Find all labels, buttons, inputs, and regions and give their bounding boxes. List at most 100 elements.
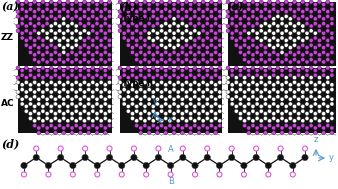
Circle shape — [130, 17, 135, 21]
Circle shape — [70, 83, 74, 87]
Circle shape — [297, 97, 301, 101]
Circle shape — [66, 109, 70, 113]
Circle shape — [143, 0, 147, 4]
Circle shape — [82, 58, 87, 62]
Circle shape — [37, 60, 41, 64]
Circle shape — [147, 83, 151, 87]
Circle shape — [130, 73, 135, 77]
Circle shape — [226, 10, 230, 14]
Circle shape — [87, 50, 91, 54]
Circle shape — [288, 2, 292, 6]
Circle shape — [57, 154, 64, 161]
Circle shape — [288, 31, 292, 35]
Text: y: y — [152, 97, 158, 106]
Circle shape — [205, 50, 209, 54]
Circle shape — [172, 50, 176, 54]
Circle shape — [103, 83, 107, 87]
Circle shape — [302, 154, 308, 161]
Circle shape — [205, 146, 210, 151]
Circle shape — [147, 31, 151, 35]
Circle shape — [230, 88, 234, 92]
Circle shape — [317, 90, 321, 94]
Circle shape — [57, 43, 62, 47]
Circle shape — [62, 46, 66, 50]
Circle shape — [321, 36, 325, 40]
Circle shape — [151, 38, 155, 42]
Circle shape — [251, 124, 255, 128]
Circle shape — [160, 109, 164, 113]
Circle shape — [276, 90, 280, 94]
Circle shape — [32, 29, 37, 33]
Circle shape — [234, 104, 238, 108]
Circle shape — [297, 31, 301, 35]
Circle shape — [238, 68, 242, 72]
Circle shape — [197, 68, 201, 72]
Circle shape — [259, 14, 263, 18]
Circle shape — [313, 131, 317, 135]
Circle shape — [103, 60, 107, 64]
Circle shape — [276, 119, 280, 123]
Circle shape — [321, 22, 325, 26]
Circle shape — [241, 162, 247, 169]
Circle shape — [218, 124, 222, 128]
Circle shape — [305, 88, 309, 92]
Circle shape — [164, 97, 168, 101]
Circle shape — [292, 38, 296, 42]
Circle shape — [205, 131, 209, 135]
Circle shape — [135, 58, 139, 62]
Circle shape — [95, 112, 99, 116]
Circle shape — [255, 88, 259, 92]
Circle shape — [103, 116, 107, 120]
Circle shape — [243, 90, 247, 94]
Circle shape — [87, 73, 91, 77]
Circle shape — [164, 31, 168, 35]
Circle shape — [210, 14, 214, 18]
Circle shape — [247, 17, 251, 21]
Circle shape — [317, 76, 321, 80]
Circle shape — [45, 50, 49, 54]
Circle shape — [305, 126, 309, 130]
Circle shape — [20, 22, 24, 26]
Circle shape — [37, 131, 41, 135]
Circle shape — [301, 14, 305, 18]
Circle shape — [28, 17, 32, 21]
Circle shape — [160, 58, 164, 62]
Circle shape — [168, 29, 172, 33]
Circle shape — [205, 68, 209, 72]
Circle shape — [139, 22, 143, 26]
Circle shape — [317, 53, 321, 57]
Circle shape — [210, 104, 214, 108]
Circle shape — [143, 29, 147, 33]
Circle shape — [189, 88, 193, 92]
Circle shape — [20, 68, 24, 72]
Circle shape — [156, 146, 161, 151]
Circle shape — [95, 126, 99, 130]
Text: (b): (b) — [119, 1, 137, 12]
Circle shape — [91, 66, 95, 70]
Circle shape — [28, 22, 32, 26]
Circle shape — [130, 112, 135, 116]
Circle shape — [214, 7, 218, 11]
Circle shape — [24, 14, 28, 18]
Circle shape — [91, 29, 95, 33]
Circle shape — [82, 124, 87, 128]
Circle shape — [288, 17, 292, 21]
Circle shape — [234, 66, 238, 70]
Circle shape — [70, 102, 74, 106]
Circle shape — [226, 14, 230, 18]
Circle shape — [82, 95, 87, 99]
Circle shape — [151, 76, 155, 80]
Circle shape — [155, 22, 160, 26]
Circle shape — [164, 50, 168, 54]
Circle shape — [160, 24, 164, 28]
Circle shape — [24, 0, 28, 4]
Circle shape — [164, 131, 168, 135]
Circle shape — [176, 104, 180, 108]
Circle shape — [49, 29, 53, 33]
Circle shape — [259, 119, 263, 123]
Circle shape — [197, 22, 201, 26]
Circle shape — [330, 60, 334, 64]
Circle shape — [103, 88, 107, 92]
Circle shape — [185, 10, 189, 14]
Circle shape — [234, 90, 238, 94]
